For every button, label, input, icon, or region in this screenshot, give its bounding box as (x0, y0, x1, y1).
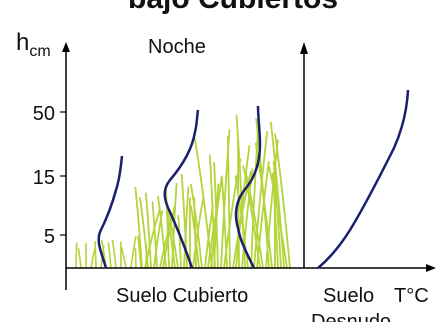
grass-blade (226, 136, 231, 269)
temperature-profiles (97, 89, 410, 269)
grass-blade (235, 145, 251, 269)
grass-blade (254, 142, 273, 269)
x-label-bare-soil-line2: Desnudo (311, 311, 391, 322)
grass-blade (139, 197, 149, 269)
grass-blade (77, 247, 82, 269)
grass-blade (221, 176, 228, 269)
x-axis-unit-label: T°C (394, 285, 429, 307)
grass-blade (120, 246, 127, 269)
grass-blade (144, 209, 161, 269)
grass-blade (130, 236, 137, 269)
grass-blade (190, 183, 203, 269)
grass-blade (244, 171, 264, 269)
grass-blade (134, 247, 137, 269)
grass-blade (241, 168, 254, 269)
grass-blade (250, 127, 260, 269)
grass-blade (234, 175, 249, 269)
grass-blade (274, 133, 291, 269)
grass-blade (193, 138, 213, 269)
grass-blade (180, 174, 188, 269)
right-y-axis (300, 42, 308, 268)
grass-blade (165, 210, 176, 269)
x-axis (66, 264, 436, 272)
grass-blade (183, 186, 190, 269)
grass-blade (90, 248, 96, 269)
grass-blade (111, 239, 117, 269)
grass-blade (153, 210, 164, 269)
grass-blade (75, 242, 78, 269)
profile-curve-tall-grass (234, 105, 262, 269)
grass-blade (271, 172, 279, 269)
y-tick-label-15: 15 (33, 167, 55, 189)
grass-blade (268, 165, 288, 269)
y-axis-label: hcm (16, 29, 51, 60)
y-ticks (60, 111, 66, 236)
y-tick-label-5: 5 (44, 226, 55, 248)
grass-blade (137, 235, 142, 269)
grass-blade (242, 165, 261, 269)
y-axis-label-subscript: cm (29, 43, 50, 60)
profile-curve-short-grass (97, 155, 124, 269)
grass-blade (157, 195, 167, 269)
grass-blade (165, 189, 170, 269)
grass-blade (253, 130, 269, 269)
grass-blade (107, 242, 112, 269)
top-banner-text: bajo Cubiertos (128, 0, 338, 15)
y-axis-label-main: h (16, 29, 29, 56)
left-y-axis (62, 42, 70, 290)
x-label-covered-soil: Suelo Cubierto (116, 285, 248, 307)
grass-blade (270, 121, 285, 269)
grass-vegetation (75, 114, 291, 269)
x-label-bare-soil-line1: Suelo (323, 285, 374, 307)
grass-blade (151, 201, 158, 269)
y-tick-label-50: 50 (33, 103, 55, 125)
profile-curve-medium-grass (163, 109, 200, 269)
grass-blade (190, 205, 200, 269)
grass-blade (213, 162, 219, 269)
grass-blade (94, 240, 97, 269)
profile-curve-bare-soil (317, 89, 410, 269)
grass-blade (177, 214, 182, 269)
grass-blade (208, 154, 216, 269)
grass-blade (134, 186, 143, 269)
panel-title: Noche (148, 36, 206, 58)
grass-blade (145, 192, 152, 269)
